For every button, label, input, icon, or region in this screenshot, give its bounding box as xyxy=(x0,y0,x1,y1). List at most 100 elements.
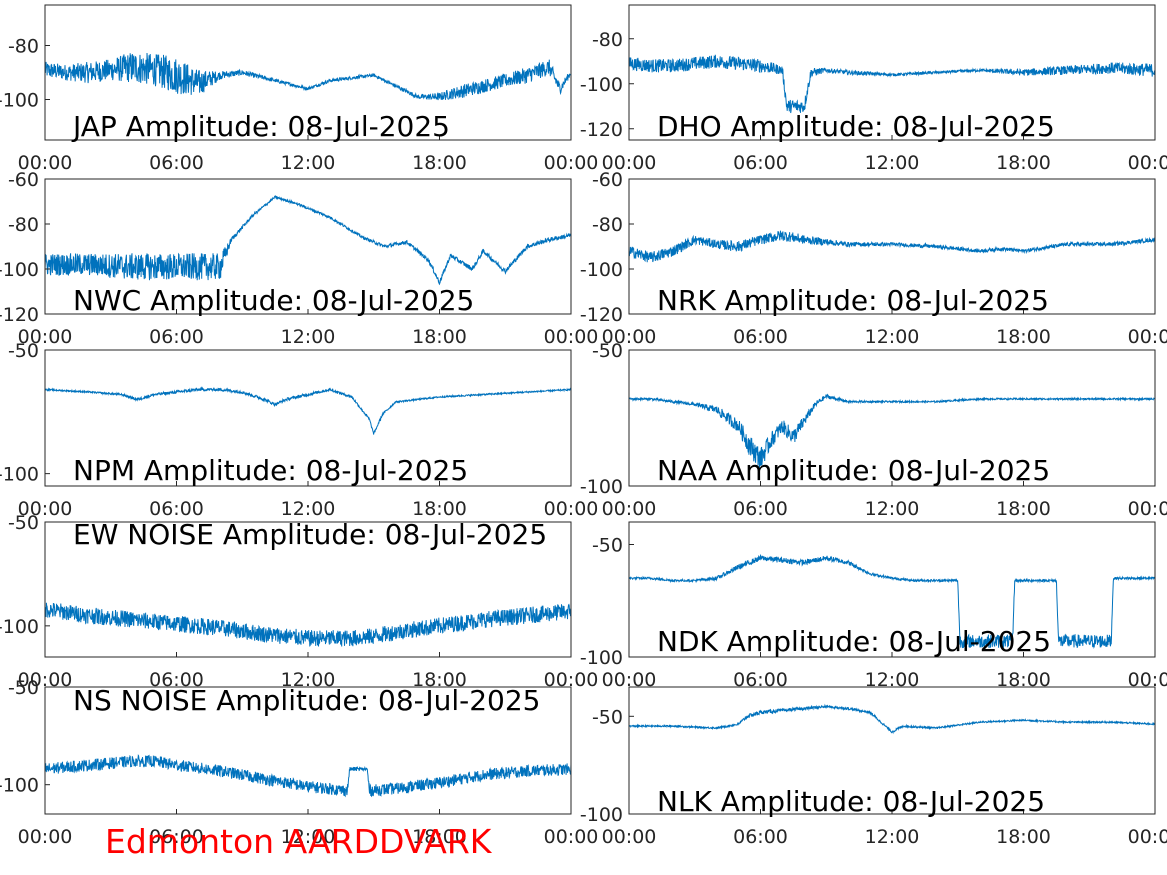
y-tick-label: -120 xyxy=(0,304,39,326)
y-tick-label: -100 xyxy=(0,616,39,638)
x-tick-label: 00:00 xyxy=(1128,152,1167,174)
x-tick-label: 18:00 xyxy=(412,669,467,691)
amplitude-panel-10: 00:00 06:00 12:00 18:00 00:00 -50 -100 NLK Ampl… xyxy=(580,686,1167,848)
y-tick-label: -60 xyxy=(592,169,623,191)
y-tick-label: -100 xyxy=(0,775,39,797)
panel-title: EW NOISE Amplitude: 08-Jul-2025 xyxy=(73,518,547,551)
x-tick-label: 18:00 xyxy=(412,498,467,520)
y-tick-label: -50 xyxy=(8,512,39,534)
x-tick-label: 06:00 xyxy=(733,826,788,848)
amplitude-trace xyxy=(629,54,1155,114)
amplitude-trace xyxy=(629,230,1155,263)
y-tick-label: -80 xyxy=(592,29,623,51)
x-tick-label: 18:00 xyxy=(412,152,467,174)
x-tick-label: 00:00 xyxy=(18,326,73,348)
y-tick-label: -80 xyxy=(8,214,39,236)
amplitude-trace xyxy=(45,195,571,286)
x-tick-label: 18:00 xyxy=(412,326,467,348)
panel-title: NS NOISE Amplitude: 08-Jul-2025 xyxy=(73,684,540,717)
x-tick-label: 12:00 xyxy=(281,669,336,691)
x-tick-label: 00:00 xyxy=(602,669,657,691)
amplitude-trace xyxy=(45,52,571,101)
y-tick-label: -100 xyxy=(0,464,39,486)
x-tick-label: 00:00 xyxy=(602,152,657,174)
station-caption: Edmonton AARDDVARK xyxy=(105,822,493,861)
panel-title: NDK Amplitude: 08-Jul-2025 xyxy=(657,625,1051,658)
y-tick-label: -60 xyxy=(8,169,39,191)
x-tick-label: 06:00 xyxy=(149,152,204,174)
x-tick-label: 18:00 xyxy=(996,498,1051,520)
amplitude-panel-9: 00:00 06:00 12:00 18:00 00:00 -50 -100 NS NOISE… xyxy=(0,677,598,848)
x-tick-label: 18:00 xyxy=(996,669,1051,691)
y-tick-label: -50 xyxy=(8,340,39,362)
x-tick-label: 12:00 xyxy=(281,152,336,174)
amplitude-panel-6: 00:00 06:00 12:00 18:00 00:00 -50 -100 NAA Ampl… xyxy=(580,340,1167,520)
panel-title: DHO Amplitude: 08-Jul-2025 xyxy=(657,110,1055,143)
x-tick-label: 06:00 xyxy=(733,152,788,174)
x-tick-label: 06:00 xyxy=(733,326,788,348)
x-tick-label: 12:00 xyxy=(281,498,336,520)
amplitude-panel-2: 00:00 06:00 12:00 18:00 00:00 -80 -100 -120 DHO … xyxy=(580,4,1167,174)
amplitude-panel-3: 00:00 06:00 12:00 18:00 00:00 -60 -80 -100 -120 N… xyxy=(0,169,598,348)
x-tick-label: 00:00 xyxy=(1128,498,1167,520)
panel-title: NLK Amplitude: 08-Jul-2025 xyxy=(657,785,1045,818)
y-tick-label: -100 xyxy=(580,259,623,281)
x-tick-label: 00:00 xyxy=(18,669,73,691)
panel-title: NAA Amplitude: 08-Jul-2025 xyxy=(657,454,1050,487)
x-tick-label: 00:00 xyxy=(18,826,73,848)
y-tick-label: -100 xyxy=(0,259,39,281)
x-tick-label: 12:00 xyxy=(865,826,920,848)
y-tick-label: -50 xyxy=(8,677,39,699)
x-tick-label: 00:00 xyxy=(544,669,599,691)
x-tick-label: 00:00 xyxy=(544,152,599,174)
amplitude-trace xyxy=(629,703,1155,735)
x-tick-label: 06:00 xyxy=(149,669,204,691)
amplitude-trace xyxy=(45,754,571,798)
y-tick-label: -80 xyxy=(8,36,39,58)
x-tick-label: 00:00 xyxy=(602,826,657,848)
y-tick-label: -80 xyxy=(592,214,623,236)
y-tick-label: -100 xyxy=(0,90,39,112)
amplitude-panel-7: 00:00 06:00 12:00 18:00 00:00 -50 -100 EW NOISE… xyxy=(0,512,598,691)
x-tick-label: 00:00 xyxy=(602,326,657,348)
x-tick-label: 00:00 xyxy=(18,498,73,520)
x-tick-label: 00:00 xyxy=(1128,826,1167,848)
x-tick-label: 00:00 xyxy=(1128,326,1167,348)
y-tick-label: -100 xyxy=(580,804,623,826)
y-tick-label: -120 xyxy=(580,119,623,141)
x-tick-label: 12:00 xyxy=(281,326,336,348)
x-tick-label: 00:00 xyxy=(602,498,657,520)
y-tick-label: -100 xyxy=(580,647,623,669)
y-tick-label: -120 xyxy=(580,304,623,326)
x-tick-label: 06:00 xyxy=(149,826,204,848)
amplitude-trace xyxy=(629,553,1155,650)
x-tick-label: 06:00 xyxy=(733,669,788,691)
x-tick-label: 00:00 xyxy=(544,498,599,520)
x-tick-label: 12:00 xyxy=(865,152,920,174)
x-tick-label: 18:00 xyxy=(412,826,467,848)
x-tick-label: 12:00 xyxy=(865,669,920,691)
x-tick-label: 06:00 xyxy=(149,498,204,520)
y-tick-label: -50 xyxy=(592,706,623,728)
x-tick-label: 00:00 xyxy=(544,326,599,348)
amplitude-panel-4: 00:00 06:00 12:00 18:00 00:00 -60 -80 -100 -120 N… xyxy=(580,169,1167,348)
y-tick-label: -50 xyxy=(592,535,623,557)
amplitude-trace xyxy=(629,393,1155,469)
x-tick-label: 06:00 xyxy=(149,326,204,348)
amplitude-panel-5: 00:00 06:00 12:00 18:00 00:00 -50 -100 NPM Ampl… xyxy=(0,340,598,520)
x-tick-label: 18:00 xyxy=(996,326,1051,348)
x-tick-label: 00:00 xyxy=(1128,669,1167,691)
panel-title: NPM Amplitude: 08-Jul-2025 xyxy=(73,454,468,487)
x-tick-label: 18:00 xyxy=(996,152,1051,174)
amplitude-panel-1: 00:00 06:00 12:00 18:00 00:00 -80 -100 JAP Ampl… xyxy=(0,4,599,174)
amplitude-trace xyxy=(45,602,571,647)
panel-title: NRK Amplitude: 08-Jul-2025 xyxy=(657,284,1049,317)
amplitude-panel-8: 00:00 06:00 12:00 18:00 00:00 -50 -100 NDK Ampl… xyxy=(580,521,1167,691)
amplitude-trace xyxy=(45,386,571,435)
x-tick-label: 00:00 xyxy=(544,826,599,848)
x-tick-label: 12:00 xyxy=(281,826,336,848)
y-tick-label: -50 xyxy=(592,340,623,362)
y-tick-label: -100 xyxy=(580,74,623,96)
x-tick-label: 06:00 xyxy=(733,498,788,520)
